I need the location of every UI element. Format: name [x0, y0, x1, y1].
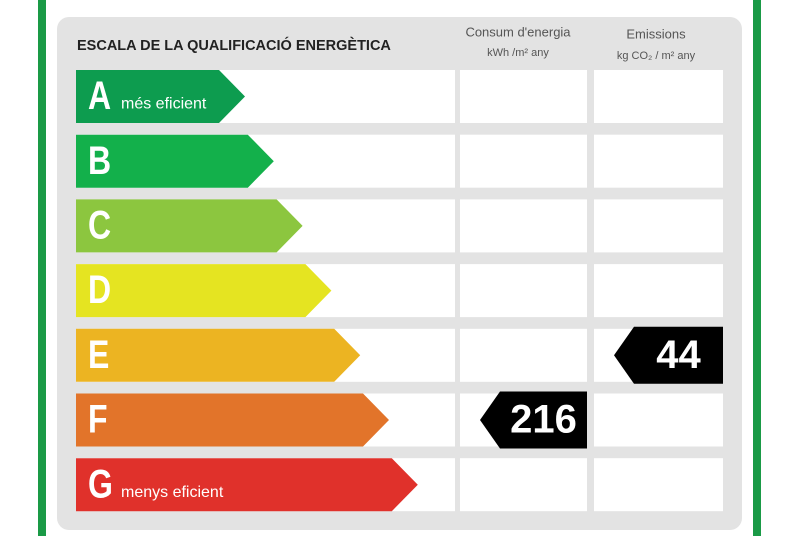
rating-letter: G [88, 461, 113, 506]
rating-arrow [76, 458, 418, 512]
cell [594, 134, 723, 188]
rating-letter: A [88, 73, 111, 118]
rating-letter: B [88, 137, 111, 182]
rating-letter: E [88, 331, 109, 376]
rating-letter: D [88, 267, 111, 312]
column-unit: kWh /m² any [487, 47, 549, 59]
cell [594, 70, 723, 123]
column-title: Consum d'energia [465, 24, 571, 39]
border [38, 0, 46, 536]
cell [594, 264, 723, 318]
value-label: 216 [510, 398, 577, 442]
column-title: Emissions [626, 26, 686, 41]
rating-letter: F [88, 396, 108, 441]
border [753, 0, 761, 536]
cell [460, 458, 587, 512]
cell [594, 393, 723, 447]
column-unit: kg CO₂ / m² any [617, 50, 696, 62]
title: ESCALA DE LA QUALIFICACIÓ ENERGÈTICA [77, 36, 391, 54]
rating-arrow [76, 134, 274, 188]
value-arrow [480, 391, 587, 449]
value-label: 44 [656, 333, 701, 377]
rating-label: menys eficient [121, 484, 224, 501]
cell [460, 328, 587, 382]
rating-arrow [76, 393, 389, 447]
cell [594, 458, 723, 512]
rating-arrow [76, 328, 361, 382]
cell [460, 70, 587, 123]
cell [594, 199, 723, 253]
cell [460, 199, 587, 253]
cell [460, 134, 587, 188]
rating-label: més eficient [121, 96, 207, 113]
rating-arrow [76, 264, 332, 318]
cell [460, 264, 587, 318]
rating-letter: C [88, 202, 111, 247]
rating-arrow [76, 70, 245, 123]
value-arrow [614, 326, 723, 384]
rating-arrow [76, 199, 303, 253]
